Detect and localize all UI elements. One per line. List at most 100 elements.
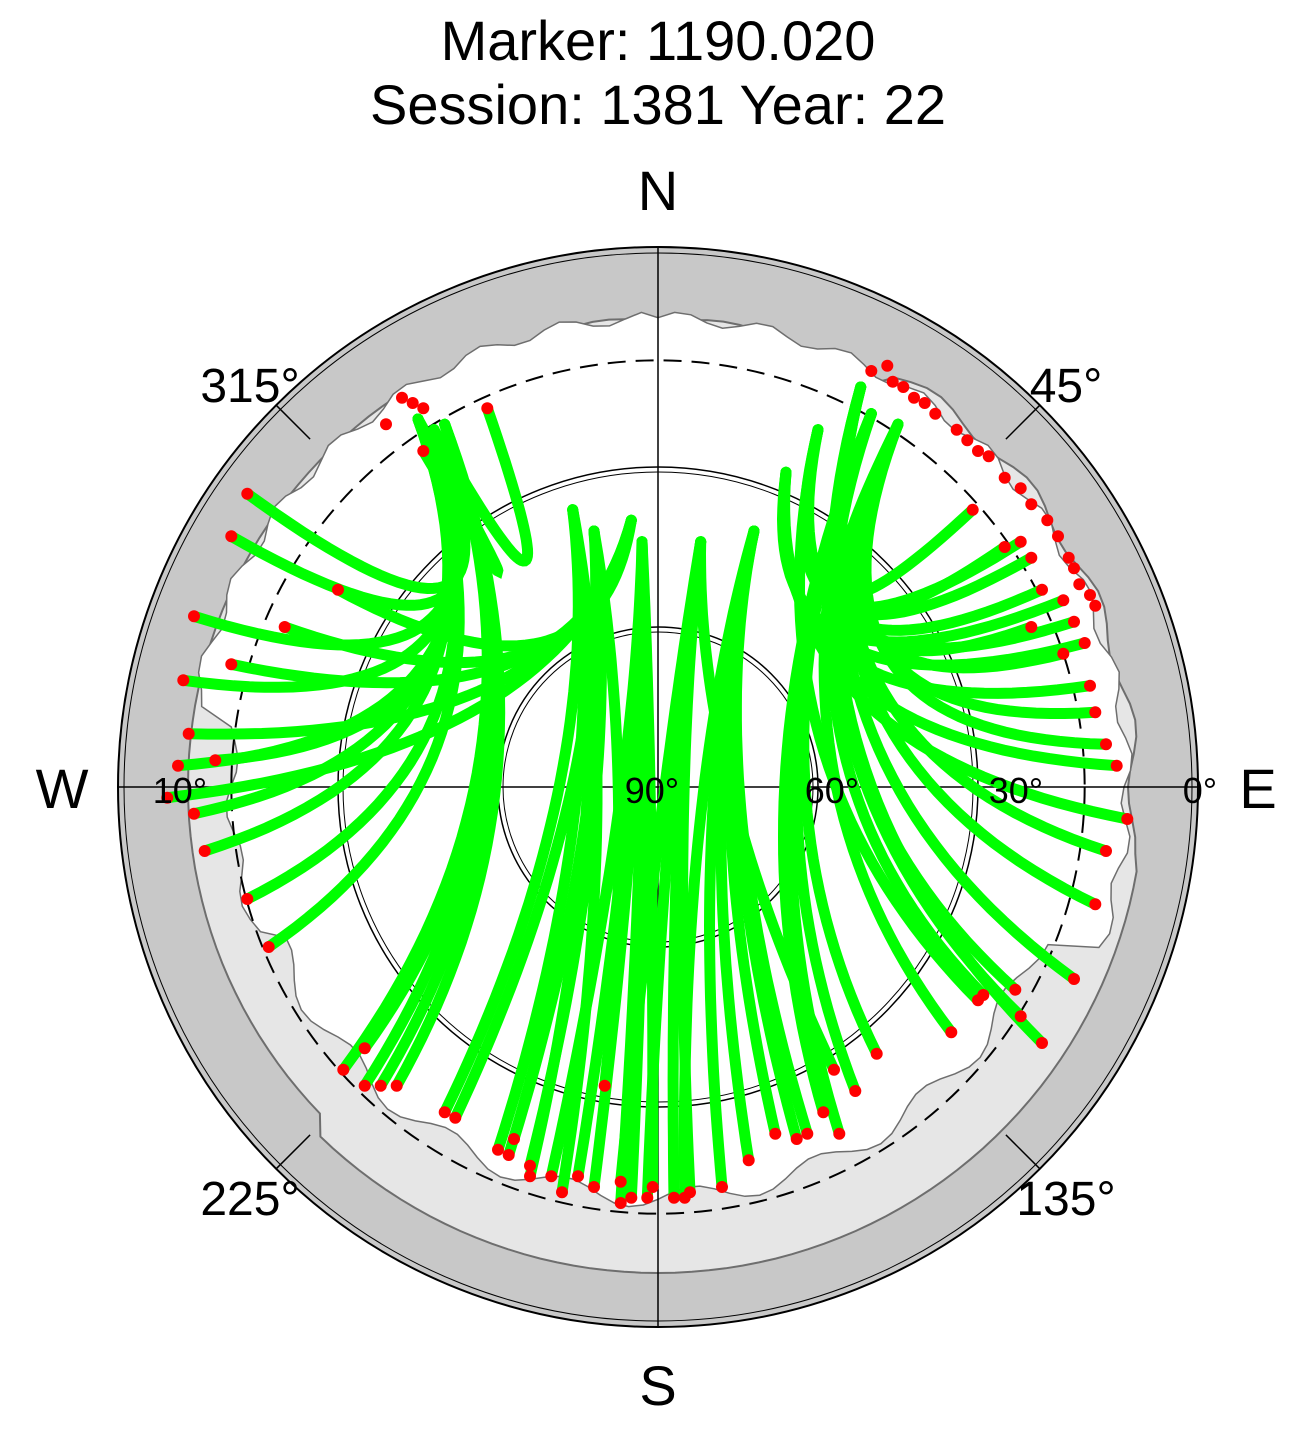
track-endpoint bbox=[1068, 562, 1080, 575]
azimuth-tick-225 bbox=[275, 1134, 311, 1170]
track-endpoint bbox=[1089, 706, 1102, 719]
azimuth-label-225: 225° bbox=[200, 1173, 299, 1226]
azimuth-tick-135 bbox=[1005, 1134, 1041, 1170]
track-endpoint bbox=[524, 1159, 536, 1172]
track-endpoint bbox=[161, 791, 174, 804]
satellite-track-0-0 bbox=[428, 402, 534, 567]
track-endpoint bbox=[1036, 1037, 1048, 1049]
track-endpoint bbox=[417, 445, 430, 457]
elevation-label-60: 60° bbox=[805, 770, 859, 811]
track-endpoint bbox=[1100, 738, 1112, 751]
track-endpoint bbox=[614, 1197, 627, 1209]
track-endpoint bbox=[972, 994, 984, 1007]
track-endpoint bbox=[908, 391, 920, 404]
satellite-tracks bbox=[161, 381, 1133, 1209]
track-endpoint bbox=[865, 365, 878, 377]
satellite-track-12-4 bbox=[225, 514, 637, 689]
track-endpoint bbox=[358, 1042, 371, 1055]
satellite-track-10-5 bbox=[829, 381, 1048, 1049]
track-endpoint bbox=[817, 1106, 830, 1119]
track-endpoint bbox=[337, 1063, 350, 1076]
track-endpoint bbox=[182, 727, 195, 740]
track-endpoint bbox=[945, 1026, 958, 1039]
satellite-track-13-4 bbox=[793, 424, 984, 1006]
track-endpoint bbox=[188, 610, 200, 623]
track-endpoint bbox=[742, 1154, 755, 1167]
satellite-track-7-3 bbox=[677, 536, 707, 1198]
track-endpoint bbox=[1014, 1010, 1027, 1023]
track-endpoint bbox=[897, 381, 910, 393]
azimuth-label-135: 135° bbox=[1016, 1173, 1115, 1226]
compass-north-label: N bbox=[638, 159, 678, 222]
track-endpoint bbox=[545, 1170, 558, 1183]
track-endpoint bbox=[262, 941, 275, 953]
track-endpoint bbox=[801, 1127, 814, 1140]
elevation-label-30: 30° bbox=[989, 770, 1043, 811]
track-endpoint bbox=[1014, 482, 1027, 495]
track-endpoint bbox=[406, 397, 419, 409]
track-endpoint bbox=[1062, 551, 1075, 564]
track-endpoint bbox=[961, 434, 974, 447]
track-endpoint bbox=[790, 1133, 803, 1145]
track-endpoint bbox=[1068, 615, 1080, 628]
track-endpoint bbox=[1057, 594, 1070, 607]
polar-plot-area: N S W E 45° 135° 225° 315° 0° 30° 60° 90° 10° bbox=[36, 159, 1277, 1417]
track-endpoint bbox=[918, 397, 931, 409]
track-endpoint bbox=[1036, 583, 1048, 596]
track-endpoint bbox=[972, 445, 984, 457]
track-endpoint bbox=[1009, 983, 1022, 996]
track-endpoint bbox=[177, 674, 190, 687]
compass-east-label: E bbox=[1239, 757, 1276, 820]
track-endpoint bbox=[225, 530, 238, 543]
track-endpoint bbox=[198, 845, 211, 857]
track-endpoint bbox=[1025, 621, 1038, 633]
track-endpoint bbox=[833, 1127, 846, 1140]
track-endpoint bbox=[1057, 647, 1070, 660]
azimuth-label-315: 315° bbox=[200, 360, 299, 413]
track-endpoint bbox=[209, 754, 222, 767]
track-endpoint bbox=[556, 1186, 568, 1199]
track-endpoint bbox=[396, 391, 408, 404]
satellite-track-2-4 bbox=[359, 418, 498, 1092]
track-endpoint bbox=[572, 1170, 584, 1183]
track-endpoint bbox=[668, 1191, 680, 1204]
track-endpoint bbox=[1084, 679, 1096, 692]
track-endpoint bbox=[188, 807, 200, 820]
track-endpoint bbox=[374, 1079, 387, 1092]
track-endpoint bbox=[438, 1106, 451, 1119]
track-endpoint bbox=[950, 423, 963, 436]
track-endpoint bbox=[929, 407, 942, 420]
track-endpoint bbox=[492, 1143, 504, 1156]
azimuth-tick-315 bbox=[275, 404, 311, 440]
track-endpoint bbox=[1025, 498, 1038, 511]
track-endpoint bbox=[1100, 845, 1112, 857]
chart-subtitle: Session: 1381 Year: 22 bbox=[370, 73, 946, 136]
track-endpoint bbox=[1089, 898, 1102, 911]
track-endpoint bbox=[1041, 514, 1054, 527]
track-endpoint bbox=[1089, 599, 1102, 612]
track-endpoint bbox=[417, 402, 430, 415]
track-endpoint bbox=[1014, 535, 1027, 548]
track-endpoint bbox=[358, 1079, 371, 1092]
track-endpoint bbox=[588, 1181, 600, 1193]
track-endpoint bbox=[508, 1133, 520, 1145]
track-endpoint bbox=[390, 1079, 403, 1092]
track-endpoint bbox=[716, 1181, 728, 1193]
track-endpoint bbox=[614, 1175, 627, 1188]
track-endpoint bbox=[998, 471, 1011, 484]
track-endpoint bbox=[449, 1111, 462, 1124]
track-endpoint bbox=[481, 402, 494, 415]
track-endpoint bbox=[1078, 637, 1091, 649]
track-endpoint bbox=[646, 1181, 659, 1193]
azimuth-tick-45 bbox=[1005, 404, 1041, 440]
track-endpoint bbox=[1025, 551, 1038, 564]
track-endpoint bbox=[870, 1047, 883, 1060]
track-endpoint bbox=[684, 1186, 696, 1199]
track-endpoint bbox=[982, 450, 995, 463]
track-endpoint bbox=[828, 1063, 840, 1076]
compass-west-label: W bbox=[36, 757, 89, 820]
track-endpoint bbox=[881, 359, 894, 372]
track-endpoint bbox=[641, 1191, 654, 1204]
track-endpoints bbox=[161, 359, 1134, 1209]
